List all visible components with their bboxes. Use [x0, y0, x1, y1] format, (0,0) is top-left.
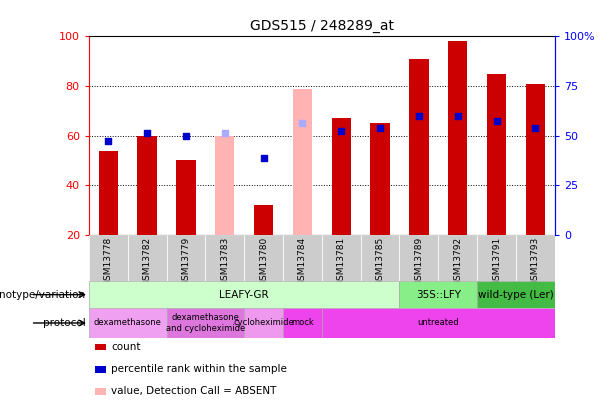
Bar [360, 235, 400, 281]
Bar [244, 308, 283, 338]
Text: GSM13792: GSM13792 [453, 237, 462, 286]
Point [181, 132, 191, 139]
Bar [400, 281, 477, 308]
Text: dexamethasone
and cycloheximide: dexamethasone and cycloheximide [166, 313, 245, 333]
Point [104, 137, 113, 144]
Bar [215, 136, 234, 235]
Bar [322, 308, 555, 338]
Bar [167, 235, 205, 281]
Point [220, 130, 230, 136]
Bar [438, 235, 477, 281]
Bar [167, 308, 244, 338]
Point [492, 117, 501, 124]
Bar [128, 235, 167, 281]
Bar [137, 136, 157, 235]
Text: GSM13793: GSM13793 [531, 237, 540, 286]
Bar [89, 281, 400, 308]
Point [530, 125, 540, 132]
Bar [400, 235, 438, 281]
Point [337, 128, 346, 134]
Text: genotype/variation: genotype/variation [0, 290, 86, 300]
Text: GSM13791: GSM13791 [492, 237, 501, 286]
Bar [293, 89, 312, 235]
Point [375, 125, 385, 132]
Text: wild-type (Ler): wild-type (Ler) [478, 290, 554, 300]
Point [453, 113, 463, 119]
Bar [254, 205, 273, 235]
Text: mock: mock [291, 318, 314, 328]
Bar [477, 281, 555, 308]
Text: LEAFY-GR: LEAFY-GR [219, 290, 269, 300]
Text: value, Detection Call = ABSENT: value, Detection Call = ABSENT [111, 386, 276, 396]
Text: GSM13784: GSM13784 [298, 237, 307, 286]
Bar [332, 118, 351, 235]
Bar [487, 74, 506, 235]
Bar [283, 308, 322, 338]
Point [259, 155, 268, 161]
Title: GDS515 / 248289_at: GDS515 / 248289_at [250, 19, 394, 33]
Bar [89, 235, 128, 281]
Text: protocol: protocol [43, 318, 86, 328]
Text: GSM13778: GSM13778 [104, 237, 113, 286]
Bar [477, 235, 516, 281]
Text: GSM13782: GSM13782 [143, 237, 151, 286]
Point [297, 120, 307, 126]
Text: cycloheximide: cycloheximide [233, 318, 294, 328]
Bar [89, 308, 167, 338]
Bar [525, 83, 545, 235]
Bar [409, 59, 428, 235]
Text: count: count [111, 342, 140, 352]
Point [142, 130, 152, 136]
Text: GSM13779: GSM13779 [181, 237, 191, 286]
Text: 35S::LFY: 35S::LFY [416, 290, 461, 300]
Bar [322, 235, 360, 281]
Bar [177, 160, 196, 235]
Text: dexamethasone: dexamethasone [94, 318, 162, 328]
Bar [99, 151, 118, 235]
Text: percentile rank within the sample: percentile rank within the sample [111, 364, 287, 374]
Text: GSM13783: GSM13783 [220, 237, 229, 286]
Bar [283, 235, 322, 281]
Text: GSM13785: GSM13785 [376, 237, 384, 286]
Text: GSM13780: GSM13780 [259, 237, 268, 286]
Bar [516, 235, 555, 281]
Bar [448, 41, 467, 235]
Bar [370, 123, 390, 235]
Text: GSM13781: GSM13781 [337, 237, 346, 286]
Bar [205, 235, 244, 281]
Text: GSM13789: GSM13789 [414, 237, 424, 286]
Text: untreated: untreated [417, 318, 459, 328]
Point [414, 113, 424, 119]
Bar [244, 235, 283, 281]
